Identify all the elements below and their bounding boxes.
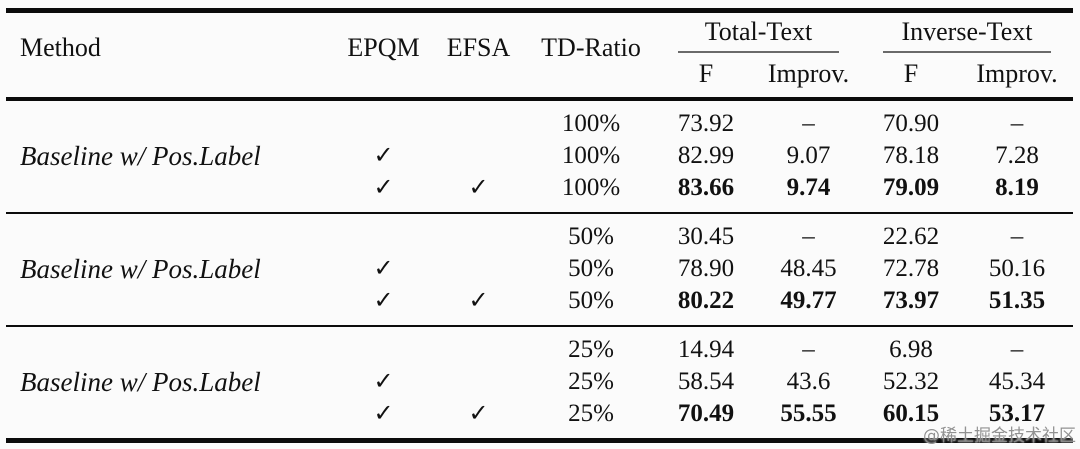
efsa-checkmark: [431, 334, 526, 366]
efsa-checkmark: [431, 253, 526, 285]
group-underline: [678, 51, 839, 53]
efsa-checkmark: [431, 221, 526, 253]
method-label: Baseline w/ Pos.Label: [20, 366, 261, 397]
efsa-checkmark: ✓: [468, 401, 489, 427]
group-underline: [883, 51, 1051, 53]
inverse-text-improv-value: 53.17: [988, 400, 1046, 427]
inverse-text-improv-value: 50.16: [988, 255, 1046, 282]
inverse-text-f-value: 79.09: [882, 174, 940, 201]
column-header-epqm: EPQM: [347, 33, 420, 62]
subheader-row: F Improv.: [656, 53, 861, 97]
td-ratio-value: 100%: [561, 142, 621, 169]
block-separator-rule: [6, 212, 1073, 214]
column-header-method: Method: [20, 33, 101, 62]
epqm-checkmark: ✓: [373, 288, 394, 314]
inverse-text-improv-value: 45.34: [988, 368, 1046, 395]
column-header-total-text-f: F: [698, 59, 714, 88]
total-text-f-value: 73.92: [677, 110, 735, 137]
table-header: Method EPQM EFSA TD-Ratio Total-Text F I…: [6, 13, 1073, 97]
group-label-total-text: Total-Text: [704, 17, 813, 46]
epqm-checkmark: ✓: [373, 369, 394, 395]
inverse-text-improv-value: –: [1010, 336, 1024, 363]
epqm-checkmark: [336, 221, 431, 253]
subheader-row: F Improv.: [861, 53, 1073, 97]
td-ratio-value: 100%: [561, 110, 621, 137]
table-block-25: Baseline w/ Pos.Label 25% 14.94 – 6.98 –…: [6, 327, 1073, 438]
total-text-f-value: 82.99: [677, 142, 735, 169]
efsa-checkmark: [431, 366, 526, 398]
td-ratio-value: 50%: [568, 255, 614, 282]
inverse-text-f-value: 73.97: [882, 287, 940, 314]
total-text-f-value: 30.45: [677, 223, 735, 250]
total-text-improv-value: 55.55: [780, 400, 837, 427]
epqm-checkmark: [336, 108, 431, 140]
column-header-efsa: EFSA: [446, 33, 511, 62]
total-text-improv-value: –: [802, 336, 815, 363]
inverse-text-improv-value: –: [1010, 110, 1024, 137]
inverse-text-improv-value: –: [1010, 223, 1024, 250]
td-ratio-value: 50%: [568, 223, 614, 250]
efsa-checkmark: [431, 140, 526, 172]
column-header-inverse-text-f: F: [903, 59, 919, 88]
td-ratio-value: 50%: [568, 287, 614, 314]
epqm-checkmark: ✓: [373, 256, 394, 282]
total-text-f-value: 83.66: [677, 174, 735, 201]
inverse-text-f-value: 78.18: [882, 142, 940, 169]
efsa-checkmark: [431, 108, 526, 140]
group-label-inverse-text: Inverse-Text: [901, 17, 1033, 46]
inverse-text-f-value: 6.98: [889, 336, 933, 363]
total-text-improv-value: 9.74: [786, 174, 831, 201]
column-group-total-text: Total-Text F Improv.: [656, 13, 861, 97]
header-rule: [6, 97, 1073, 101]
inverse-text-f-value: 22.62: [882, 223, 940, 250]
column-header-total-text-improv: Improv.: [767, 59, 850, 88]
efsa-checkmark: ✓: [468, 175, 489, 201]
inverse-text-f-value: 72.78: [882, 255, 940, 282]
method-label: Baseline w/ Pos.Label: [20, 253, 261, 284]
total-text-f-value: 70.49: [677, 400, 735, 427]
bottom-rule: [6, 438, 1073, 443]
td-ratio-value: 25%: [568, 336, 614, 363]
block-separator-rule: [6, 325, 1073, 327]
td-ratio-value: 25%: [568, 400, 614, 427]
total-text-f-value: 78.90: [677, 255, 735, 282]
watermark-text: @稀土掘金技术社区: [923, 426, 1076, 446]
inverse-text-improv-value: 8.19: [995, 174, 1039, 201]
total-text-improv-value: –: [802, 110, 815, 137]
method-label: Baseline w/ Pos.Label: [20, 140, 261, 171]
inverse-text-f-value: 52.32: [882, 368, 940, 395]
column-header-inverse-text-improv: Improv.: [976, 59, 1058, 88]
total-text-f-value: 58.54: [677, 368, 735, 395]
total-text-improv-value: 43.6: [786, 368, 831, 395]
column-group-inverse-text: Inverse-Text F Improv.: [861, 13, 1073, 97]
epqm-checkmark: [336, 334, 431, 366]
inverse-text-f-value: 60.15: [882, 400, 940, 427]
top-rule: [6, 8, 1073, 13]
results-table: Method EPQM EFSA TD-Ratio Total-Text F I…: [6, 8, 1073, 443]
td-ratio-value: 100%: [561, 174, 621, 201]
efsa-checkmark: ✓: [468, 288, 489, 314]
total-text-f-value: 80.22: [677, 287, 735, 314]
table-block-100: Baseline w/ Pos.Label 100% 73.92 – 70.90…: [6, 101, 1073, 212]
total-text-improv-value: 9.07: [786, 142, 831, 169]
table-block-50: Baseline w/ Pos.Label 50% 30.45 – 22.62 …: [6, 214, 1073, 325]
epqm-checkmark: ✓: [373, 143, 394, 169]
epqm-checkmark: ✓: [373, 401, 394, 427]
epqm-checkmark: ✓: [373, 175, 394, 201]
total-text-f-value: 14.94: [677, 336, 735, 363]
column-header-td-ratio: TD-Ratio: [541, 33, 641, 62]
inverse-text-improv-value: 7.28: [995, 142, 1039, 169]
total-text-improv-value: –: [802, 223, 815, 250]
total-text-improv-value: 48.45: [780, 255, 837, 282]
inverse-text-improv-value: 51.35: [988, 287, 1046, 314]
inverse-text-f-value: 70.90: [882, 110, 940, 137]
td-ratio-value: 25%: [568, 368, 614, 395]
total-text-improv-value: 49.77: [780, 287, 837, 314]
